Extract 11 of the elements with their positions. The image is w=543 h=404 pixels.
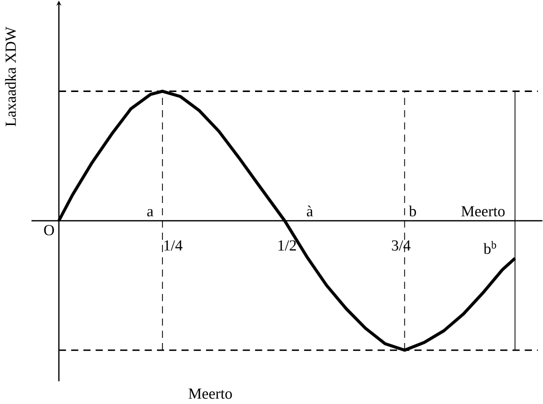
x-axis-title: Meerto	[188, 388, 232, 399]
x-tick-label: 3/4	[392, 240, 411, 251]
x-tick-label: 1/2	[278, 240, 296, 251]
annotation: O	[44, 225, 54, 236]
y-axis-title: Laxaadka XDW	[5, 26, 16, 126]
annotation: b	[408, 206, 416, 216]
annotation: Meerto	[461, 206, 505, 216]
annotation: b$^{b}$	[484, 241, 496, 254]
annotation: a	[147, 209, 154, 216]
x-tick-label: 1/4	[164, 240, 182, 251]
annotation: à	[306, 206, 313, 216]
